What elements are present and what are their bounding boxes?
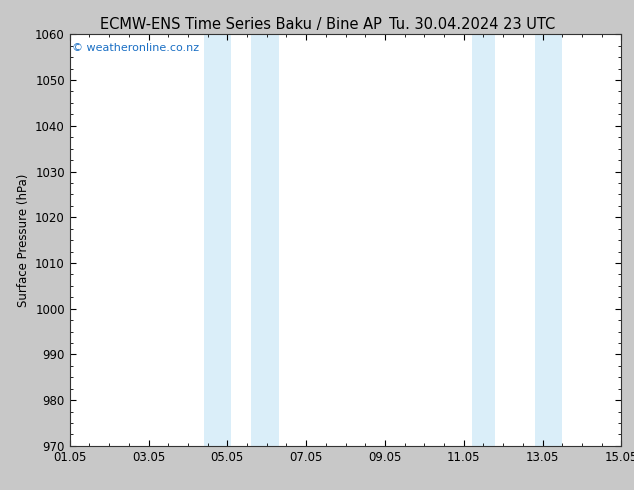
Bar — [251, 34, 278, 446]
Text: Tu. 30.04.2024 23 UTC: Tu. 30.04.2024 23 UTC — [389, 17, 555, 32]
Text: ECMW-ENS Time Series Baku / Bine AP: ECMW-ENS Time Series Baku / Bine AP — [100, 17, 382, 32]
Text: © weatheronline.co.nz: © weatheronline.co.nz — [72, 43, 200, 53]
Bar — [204, 34, 231, 446]
Bar — [472, 34, 495, 446]
Bar — [534, 34, 562, 446]
Y-axis label: Surface Pressure (hPa): Surface Pressure (hPa) — [16, 173, 30, 307]
